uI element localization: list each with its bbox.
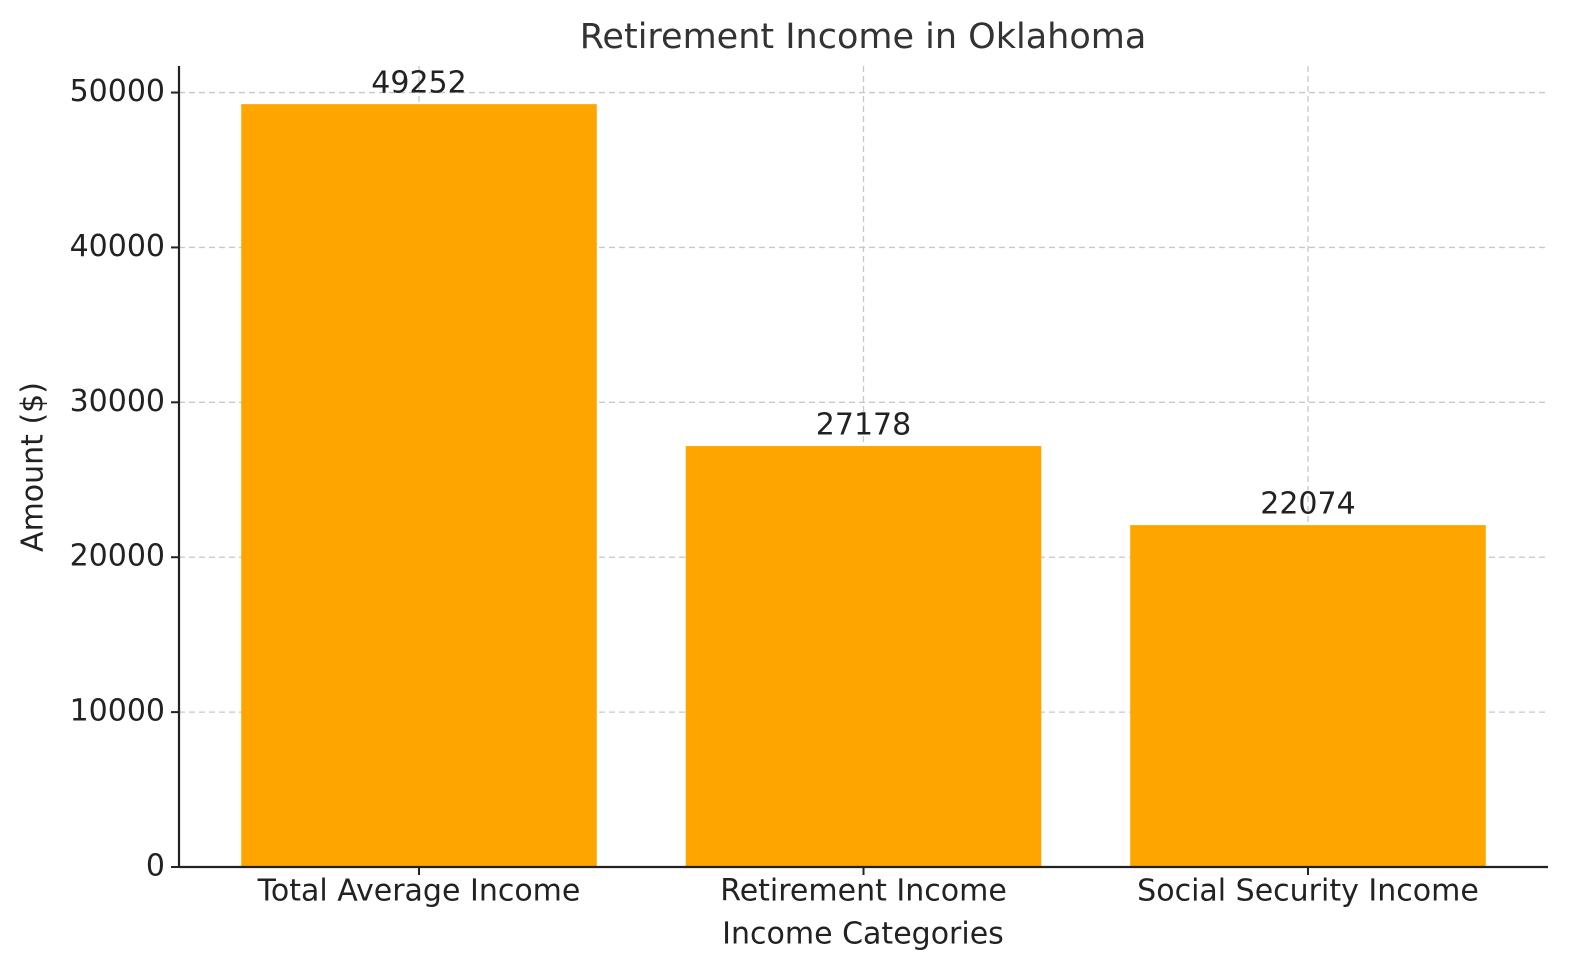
data-label: 49252 bbox=[371, 66, 466, 101]
y-tick-label: 30000 bbox=[70, 384, 165, 419]
y-tick-label: 50000 bbox=[70, 74, 165, 109]
x-axis-label: Income Categories bbox=[722, 917, 1004, 952]
x-tick-label: Retirement Income bbox=[720, 874, 1007, 909]
bar bbox=[241, 104, 597, 867]
y-tick-label: 10000 bbox=[70, 694, 165, 729]
bar bbox=[1130, 525, 1486, 867]
x-tick-label: Total Average Income bbox=[257, 874, 581, 909]
bar bbox=[685, 446, 1042, 867]
chart-title: Retirement Income in Oklahoma bbox=[580, 17, 1147, 57]
data-label: 22074 bbox=[1260, 487, 1355, 522]
data-label: 27178 bbox=[816, 408, 911, 443]
x-tick-label: Social Security Income bbox=[1137, 874, 1479, 909]
y-tick-label: 0 bbox=[146, 849, 165, 884]
y-axis-label: Amount ($) bbox=[16, 382, 51, 552]
y-tick-label: 20000 bbox=[70, 539, 165, 574]
y-tick-label: 40000 bbox=[70, 229, 165, 264]
